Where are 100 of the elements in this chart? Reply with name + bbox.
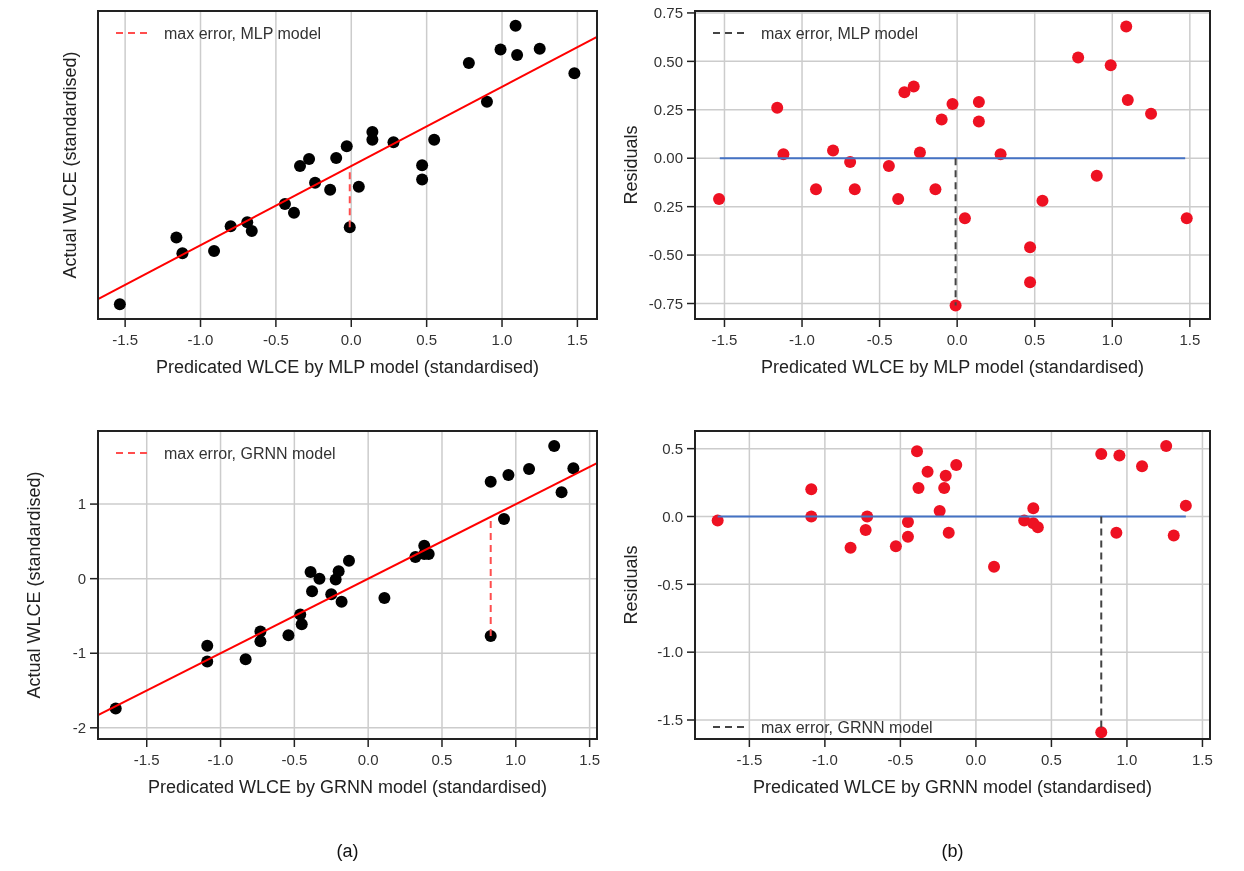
x-tick-label: 1.5 (579, 751, 601, 768)
point (844, 541, 857, 554)
point (378, 592, 391, 605)
point (548, 439, 561, 452)
point (949, 299, 962, 312)
y-axis-title: Residuals (621, 545, 641, 625)
x-tick-label: -0.5 (262, 331, 289, 348)
point (950, 458, 963, 471)
point (921, 465, 934, 478)
point (294, 159, 307, 172)
x-tick-label: 0.5 (1040, 751, 1062, 768)
point (1120, 20, 1133, 33)
point (1160, 439, 1173, 452)
x-tick-label: 0.5 (416, 331, 438, 348)
y-tick-label: -1 (72, 644, 86, 662)
point (938, 481, 951, 494)
y-tick-label: 0 (77, 569, 86, 587)
x-tick-label: 0.0 (340, 331, 362, 348)
y-axis-title: Actual WLCE (standardised) (24, 471, 44, 699)
point (332, 565, 345, 578)
x-tick-label: 0.5 (1024, 331, 1046, 348)
x-tick-label: 0.5 (431, 751, 453, 768)
y-tick-label: 0.50 (653, 52, 683, 70)
point (494, 43, 507, 56)
point (533, 42, 546, 55)
point (304, 565, 317, 578)
x-tick-label: -1.5 (133, 751, 160, 768)
point (340, 140, 353, 153)
point (859, 524, 872, 537)
point (208, 244, 221, 257)
point (713, 192, 726, 205)
point (511, 49, 524, 62)
point (972, 96, 985, 109)
x-tick-label: 1.0 (491, 331, 513, 348)
point (1136, 460, 1149, 473)
point (201, 639, 214, 652)
x-tick-label: -1.5 (736, 751, 763, 768)
x-axis-title: Predicated WLCE by MLP model (standardised) (761, 357, 1144, 377)
point (1095, 448, 1108, 461)
point (330, 152, 343, 165)
y-tick-label: 0.25 (653, 101, 683, 119)
point (352, 180, 365, 193)
point (170, 231, 183, 244)
x-tick-label: 0.0 (357, 751, 379, 768)
point (907, 80, 920, 93)
point (958, 212, 971, 225)
point (1104, 59, 1117, 72)
point (416, 173, 429, 186)
point (1090, 169, 1103, 182)
text: (a) (336, 841, 359, 861)
point (568, 67, 581, 80)
x-tick-label: -0.5 (866, 331, 893, 348)
point (1180, 212, 1193, 225)
x-tick-label: 1.5 (1179, 331, 1201, 348)
point (335, 595, 348, 608)
x-tick-label: -1.5 (711, 331, 738, 348)
point (1072, 51, 1085, 64)
point (1179, 499, 1192, 512)
point (935, 113, 948, 126)
point (1027, 502, 1040, 515)
y-tick-label: 0.0 (662, 507, 683, 525)
point (889, 540, 902, 553)
x-axis-title: Predicated WLCE by GRNN model (standardised) (752, 777, 1153, 797)
point (245, 225, 258, 238)
point (942, 526, 955, 539)
point (972, 115, 985, 128)
point (239, 653, 252, 666)
point (509, 19, 522, 32)
x-tick-label: -0.5 (887, 751, 914, 768)
point (497, 513, 510, 525)
point (911, 445, 924, 458)
x-tick-label: 1.0 (1116, 751, 1138, 768)
x-tick-label: -1.0 (207, 751, 234, 768)
point (342, 554, 355, 567)
y-tick-label: 0.5 (662, 439, 683, 457)
point (287, 206, 300, 219)
x-tick-label: -1.0 (811, 751, 838, 768)
y-tick-label: 0.75 (653, 4, 683, 22)
x-tick-label: 0.0 (965, 751, 987, 768)
x-tick-label: 1.0 (1101, 331, 1123, 348)
point (1095, 726, 1108, 739)
point (1110, 526, 1123, 539)
point (898, 86, 911, 99)
point (324, 183, 337, 196)
x-tick-label: 1.0 (505, 751, 527, 768)
x-tick-label: -1.5 (112, 331, 139, 348)
point (912, 481, 925, 494)
y-tick-label: -0.50 (648, 246, 683, 264)
point (1121, 94, 1134, 107)
y-tick-label: -2 (72, 719, 86, 737)
point (113, 298, 126, 311)
point (1024, 276, 1037, 289)
point (988, 560, 1001, 573)
point (901, 530, 914, 543)
x-tick-label: -0.5 (281, 751, 308, 768)
text: (b) (941, 841, 964, 861)
point (1145, 107, 1158, 120)
y-tick-label: 0.25 (653, 197, 683, 215)
point (484, 475, 497, 488)
x-tick-label: 1.5 (566, 331, 588, 348)
